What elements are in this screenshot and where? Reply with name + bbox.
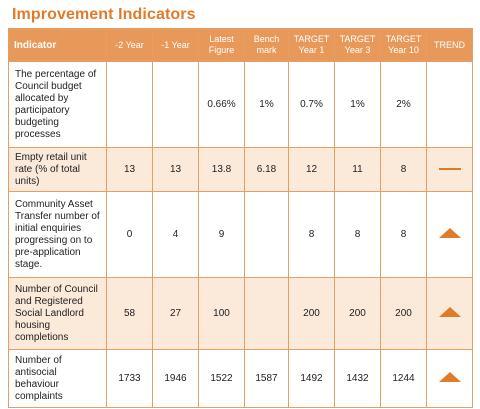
target-year-3-cell: 200 <box>334 277 381 350</box>
page-title: Improvement Indicators <box>12 6 196 23</box>
indicator-cell: Community Asset Transfer number of initi… <box>8 191 107 278</box>
target-year-10-cell: 1244 <box>380 349 427 408</box>
latest-figure-cell: 100 <box>198 277 245 350</box>
target-year-3-cell: 1% <box>334 61 381 148</box>
target-year-3-cell: 8 <box>334 191 381 278</box>
up-triangle-icon <box>438 227 461 238</box>
target-year-3-cell: 11 <box>334 147 381 192</box>
table-row: The percentage of Council budget allocat… <box>8 61 473 148</box>
header-target-year-10: TARGET Year 10 <box>380 28 427 62</box>
latest-figure-cell: 1522 <box>198 349 245 408</box>
target-year-10-cell: 200 <box>380 277 427 350</box>
latest-figure-cell: 9 <box>198 191 245 278</box>
table-row: Empty retail unit rate (% of total units… <box>8 147 473 192</box>
header-minus1-year: -1 Year <box>152 28 199 62</box>
header-row: Indicator -2 Year -1 Year Latest Figure … <box>8 28 473 62</box>
benchmark-cell <box>244 277 289 350</box>
target-year-10-cell: 8 <box>380 147 427 192</box>
latest-figure-cell: 13.8 <box>198 147 245 192</box>
table-row: Community Asset Transfer number of initi… <box>8 191 473 278</box>
target-year-1-cell: 1492 <box>288 349 335 408</box>
header-minus2-year: -2 Year <box>106 28 153 62</box>
indicator-cell: Number of Council and Registered Social … <box>8 277 107 350</box>
target-year-3-cell: 1432 <box>334 349 381 408</box>
flat-dash-icon <box>438 167 461 170</box>
improvement-indicators-table: Indicator -2 Year -1 Year Latest Figure … <box>8 28 473 408</box>
header-latest-figure: Latest Figure <box>198 28 245 62</box>
latest-figure-cell: 0.66% <box>198 61 245 148</box>
target-year-1-cell: 8 <box>288 191 335 278</box>
trend-cell <box>426 191 473 278</box>
up-triangle-icon <box>438 306 461 317</box>
table-row: Number of Council and Registered Social … <box>8 277 473 350</box>
minus1-year-cell: 4 <box>152 191 199 278</box>
benchmark-cell: 1% <box>244 61 289 148</box>
minus1-year-cell: 13 <box>152 147 199 192</box>
indicator-cell: The percentage of Council budget allocat… <box>8 61 107 148</box>
minus1-year-cell <box>152 61 199 148</box>
trend-cell <box>426 277 473 350</box>
header-benchmark: Bench mark <box>244 28 289 62</box>
indicator-cell: Empty retail unit rate (% of total units… <box>8 147 107 192</box>
target-year-1-cell: 200 <box>288 277 335 350</box>
up-triangle-icon <box>438 371 461 382</box>
minus2-year-cell: 1733 <box>106 349 153 408</box>
target-year-1-cell: 12 <box>288 147 335 192</box>
benchmark-cell <box>244 191 289 278</box>
header-target-year-3: TARGET Year 3 <box>334 28 381 62</box>
trend-cell <box>426 147 473 192</box>
minus1-year-cell: 27 <box>152 277 199 350</box>
table-row: Number of antisocial behaviour complaint… <box>8 349 473 408</box>
minus2-year-cell: 58 <box>106 277 153 350</box>
header-trend: TREND <box>426 28 473 62</box>
minus1-year-cell: 1946 <box>152 349 199 408</box>
minus2-year-cell: 13 <box>106 147 153 192</box>
target-year-10-cell: 8 <box>380 191 427 278</box>
minus2-year-cell: 0 <box>106 191 153 278</box>
header-indicator: Indicator <box>8 28 107 62</box>
benchmark-cell: 6.18 <box>244 147 289 192</box>
header-target-year-1: TARGET Year 1 <box>288 28 335 62</box>
indicator-cell: Number of antisocial behaviour complaint… <box>8 349 107 408</box>
trend-cell <box>426 349 473 408</box>
trend-cell <box>426 61 473 148</box>
benchmark-cell: 1587 <box>244 349 289 408</box>
target-year-10-cell: 2% <box>380 61 427 148</box>
minus2-year-cell <box>106 61 153 148</box>
target-year-1-cell: 0.7% <box>288 61 335 148</box>
